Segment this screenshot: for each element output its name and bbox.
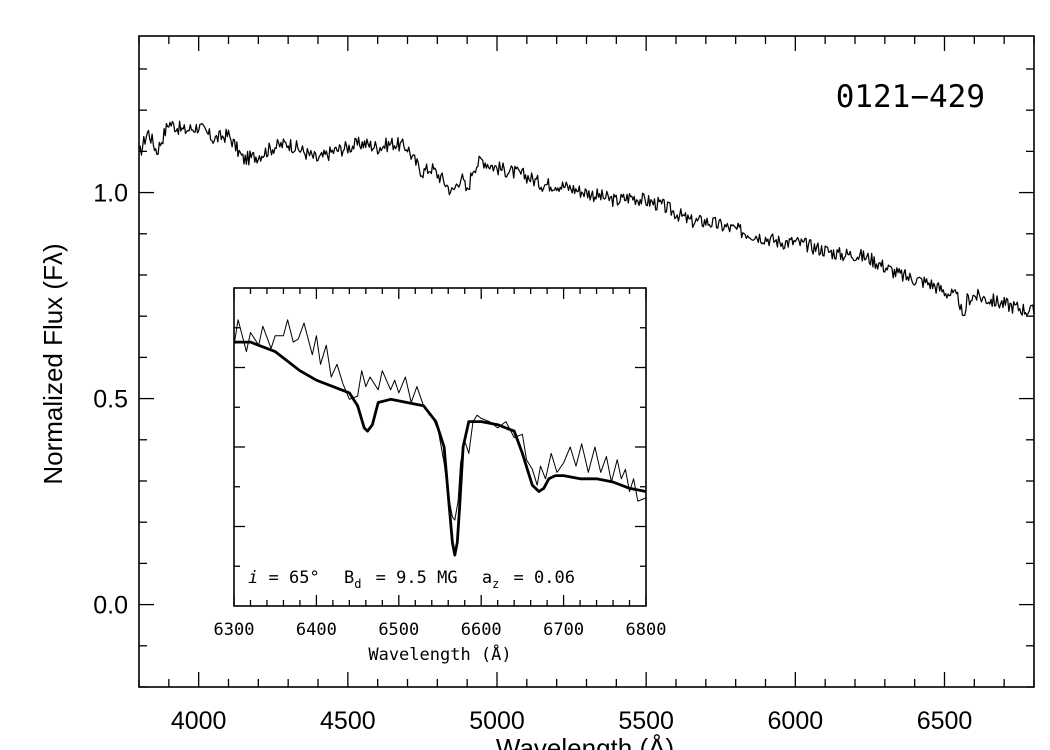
inset-fit-parameters: i = 65° Bd = 9.5 MG az = 0.06 <box>248 568 575 593</box>
x-tick-label: 4000 <box>171 707 227 735</box>
main-y-tick-labels: 0.0 0.5 1.0 <box>93 180 128 620</box>
inset-x-tick-label: 6400 <box>296 620 337 640</box>
y-tick-label: 0.5 <box>93 386 128 414</box>
inset-x-axis-label: Wavelength (Å) <box>368 643 511 665</box>
y-tick-label: 0.0 <box>93 592 128 620</box>
x-tick-label: 5000 <box>469 707 525 735</box>
x-tick-label: 5500 <box>618 707 674 735</box>
x-tick-label: 6500 <box>917 707 973 735</box>
y-tick-label: 1.0 <box>93 180 128 208</box>
x-tick-label: 6000 <box>768 707 824 735</box>
inset-background <box>234 288 646 606</box>
inset-x-tick-label: 6500 <box>378 620 419 640</box>
inset-x-tick-label: 6600 <box>461 620 502 640</box>
inset-x-tick-label: 6800 <box>626 620 667 640</box>
inset-model-spectrum <box>234 340 647 557</box>
inset-axis-ticks <box>233 288 647 606</box>
x-axis-label: Wavelength (Å) <box>496 733 674 750</box>
main-axis-ticks <box>138 36 1035 688</box>
object-label: 0121−429 <box>836 79 985 115</box>
main-x-tick-labels: 4000 4500 5000 5500 6000 6500 <box>171 707 972 735</box>
x-tick-label: 4500 <box>320 707 376 735</box>
inset-x-tick-label: 6300 <box>214 620 255 640</box>
y-axis-label: Normalized Flux (Fλ) <box>38 243 68 484</box>
inset-x-tick-label: 6700 <box>543 620 584 640</box>
inset-x-tick-labels: 6300 6400 6500 6600 6700 6800 <box>214 620 667 640</box>
main-spectrum-line <box>138 120 1035 317</box>
